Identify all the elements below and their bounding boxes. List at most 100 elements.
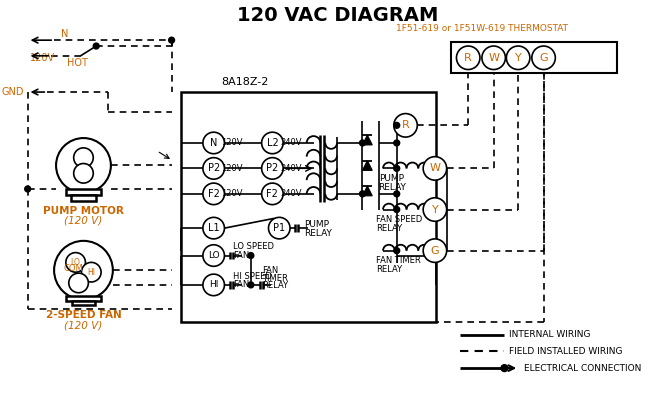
Text: W: W [488,53,499,63]
Text: G: G [431,246,440,256]
Text: 8A18Z-2: 8A18Z-2 [221,77,269,87]
Text: N: N [210,138,217,148]
Polygon shape [362,160,373,171]
Circle shape [203,183,224,204]
Text: Y: Y [515,53,521,63]
Text: ELECTRICAL CONNECTION: ELECTRICAL CONNECTION [524,364,641,372]
Circle shape [203,245,224,266]
Text: 120 VAC DIAGRAM: 120 VAC DIAGRAM [237,6,439,25]
Circle shape [394,191,400,197]
Circle shape [532,46,555,70]
Circle shape [74,163,93,183]
Text: P2: P2 [208,163,220,173]
Circle shape [54,241,113,300]
Circle shape [262,132,283,154]
Text: R: R [402,120,409,130]
Text: PUMP MOTOR: PUMP MOTOR [43,205,124,215]
FancyBboxPatch shape [66,296,101,300]
Circle shape [69,273,88,293]
Text: LO: LO [208,251,220,260]
Circle shape [394,166,400,171]
Circle shape [262,158,283,179]
Text: F2: F2 [267,189,278,199]
Text: W: W [429,163,440,173]
Text: HI: HI [87,268,95,277]
Circle shape [394,248,400,253]
Text: FAN: FAN [262,266,278,275]
Circle shape [482,46,505,70]
Polygon shape [362,135,373,145]
Circle shape [360,191,365,197]
FancyBboxPatch shape [72,300,95,305]
Text: FAN SPEED: FAN SPEED [376,215,422,224]
Text: LO SPEED: LO SPEED [233,242,274,251]
Text: 120V: 120V [222,189,243,198]
Text: 240V: 240V [280,164,302,173]
Text: 120V: 120V [222,138,243,147]
Circle shape [394,114,417,137]
Text: N: N [61,29,68,39]
Circle shape [423,198,447,221]
Text: HI SPEED: HI SPEED [233,272,272,281]
Text: RELAY: RELAY [376,224,402,233]
Text: PUMP: PUMP [379,174,404,183]
Circle shape [394,122,400,128]
Circle shape [66,253,86,272]
Text: RELAY: RELAY [262,282,287,290]
Text: HI: HI [209,280,218,290]
Text: FAN: FAN [233,251,249,260]
Circle shape [93,43,99,49]
Text: G: G [539,53,548,63]
Circle shape [423,157,447,180]
Text: R: R [464,53,472,63]
FancyBboxPatch shape [71,195,96,201]
Text: 1F51-619 or 1F51W-619 THERMOSTAT: 1F51-619 or 1F51W-619 THERMOSTAT [396,24,568,33]
Circle shape [423,239,447,262]
Circle shape [269,217,290,239]
Circle shape [203,158,224,179]
Text: P2: P2 [266,163,279,173]
Text: GND: GND [1,87,23,97]
Text: FIELD INSTALLED WIRING: FIELD INSTALLED WIRING [509,347,623,356]
Text: Y: Y [431,204,438,215]
Text: LO: LO [71,258,80,267]
Circle shape [360,140,365,146]
Text: FAN TIMER: FAN TIMER [376,256,421,265]
Text: HOT: HOT [67,58,88,68]
Circle shape [203,274,224,296]
Text: COM: COM [64,264,84,273]
Text: (120 V): (120 V) [64,215,103,225]
Circle shape [394,140,400,146]
Text: 240V: 240V [280,189,302,198]
FancyBboxPatch shape [182,92,436,322]
Text: RELAY: RELAY [378,183,406,191]
Circle shape [203,132,224,154]
Circle shape [203,217,224,239]
Text: P1: P1 [273,223,285,233]
Text: F2: F2 [208,189,220,199]
Text: (120 V): (120 V) [64,320,103,330]
Circle shape [456,46,480,70]
Text: 120V: 120V [222,164,243,173]
Circle shape [501,365,508,372]
Polygon shape [362,186,373,196]
Text: RELAY: RELAY [376,265,402,274]
Text: 240V: 240V [280,138,302,147]
Circle shape [248,253,254,259]
Circle shape [82,262,101,282]
Text: 120V: 120V [29,53,55,63]
Circle shape [56,138,111,193]
Circle shape [74,148,93,168]
Text: INTERNAL WIRING: INTERNAL WIRING [509,330,591,339]
Text: L2: L2 [267,138,278,148]
Circle shape [507,46,530,70]
Text: RELAY: RELAY [304,228,332,238]
Text: TIMER: TIMER [262,274,287,282]
FancyBboxPatch shape [451,42,617,73]
Text: L1: L1 [208,223,220,233]
Text: PUMP: PUMP [304,220,329,229]
Circle shape [169,37,174,43]
Text: 2-SPEED FAN: 2-SPEED FAN [46,310,121,320]
FancyBboxPatch shape [66,189,101,195]
Circle shape [25,186,31,192]
